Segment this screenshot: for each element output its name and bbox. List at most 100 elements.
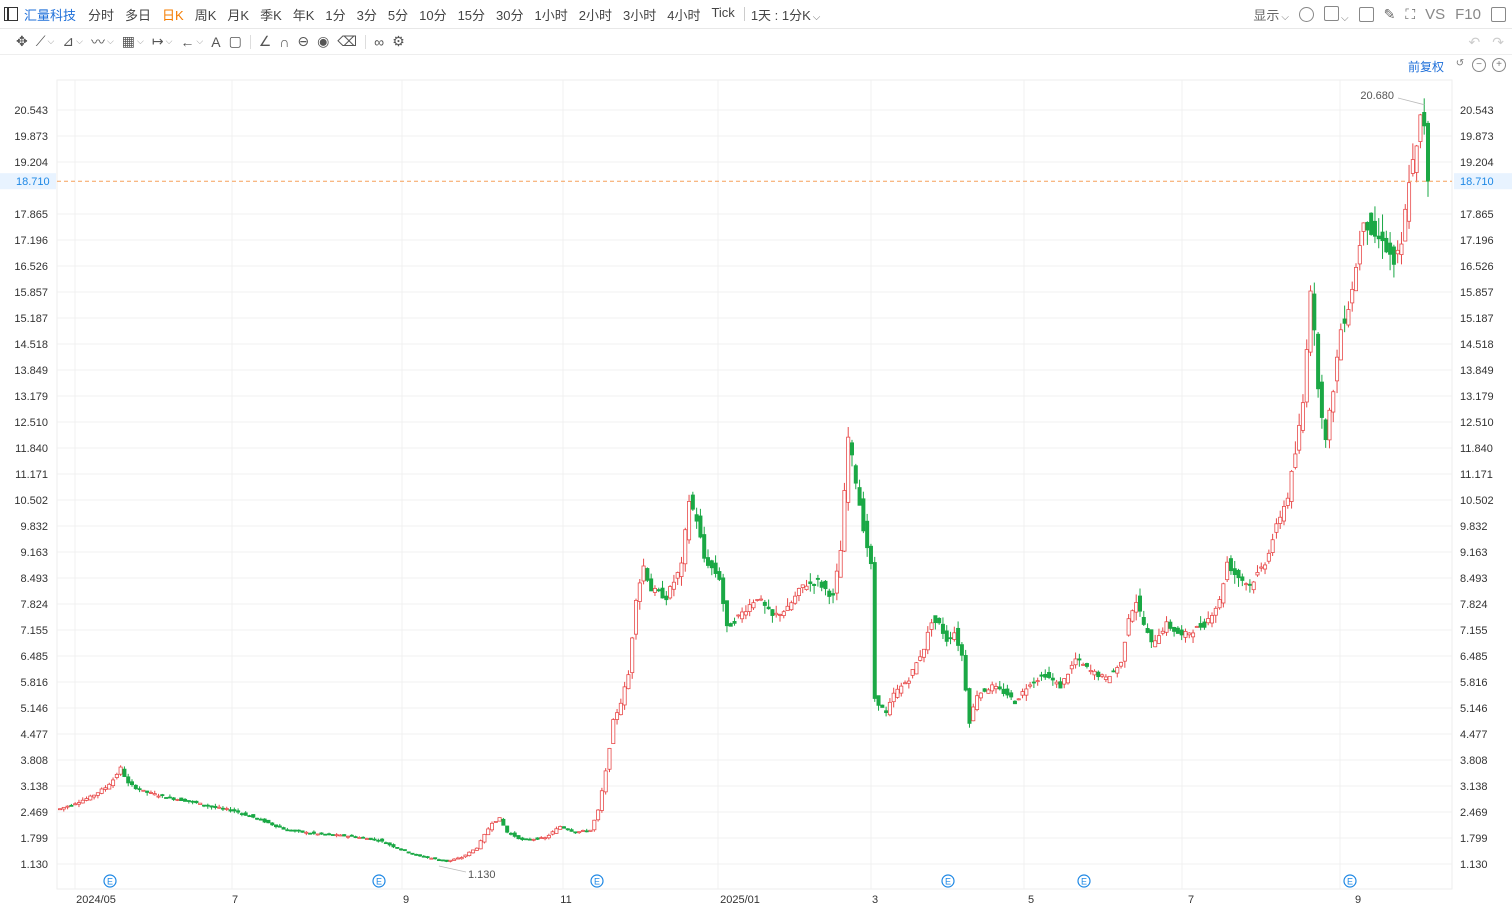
arrow-tool[interactable]: ← ⌵ [180, 34, 203, 50]
candle-body [1278, 516, 1283, 524]
camera-icon[interactable] [1358, 7, 1374, 22]
display-menu[interactable]: 显示 ⌵ [1253, 5, 1289, 24]
undo-icon[interactable]: ↶ [1468, 33, 1481, 50]
period-tab[interactable]: 10分 [419, 7, 447, 23]
candle-body [1342, 318, 1347, 324]
wave-tool[interactable]: 〰 ⌵ [91, 32, 114, 52]
candle-body [853, 465, 858, 484]
chart-tool[interactable]: ▦ ⌵ [122, 33, 144, 50]
candle-body [1372, 220, 1377, 237]
candle-body [925, 631, 930, 651]
ray-tool[interactable]: ⊿ ⌵ [62, 33, 83, 50]
period-tab[interactable]: 1小时 [534, 7, 568, 23]
candle-body [292, 829, 297, 832]
vs-button[interactable]: VS [1425, 6, 1446, 23]
candle-body [906, 680, 911, 684]
period-tab[interactable]: 年K [292, 7, 315, 23]
candle-body [721, 577, 726, 604]
event-marker [1077, 874, 1091, 888]
candle-body [1092, 670, 1097, 676]
pencil-icon[interactable]: ✎ [1383, 6, 1396, 22]
move-tool-icon[interactable]: ✥ [16, 33, 28, 49]
price-tick-label-left: 9.163 [20, 547, 48, 559]
period-tab[interactable]: 周K [194, 7, 217, 23]
adjust-button[interactable]: 前复权 [1407, 60, 1444, 74]
period-tab[interactable]: 2小时 [578, 7, 612, 23]
event-marker [941, 874, 955, 888]
candle-body [1422, 112, 1427, 127]
magnet-icon[interactable]: ∩ [279, 33, 290, 50]
period-tab[interactable]: 4小时 [667, 7, 701, 23]
lock-icon[interactable]: ⊖ [297, 33, 310, 49]
candle-body [133, 784, 138, 790]
candle-body [448, 859, 453, 862]
chevron-down-icon: ⌵ [106, 36, 114, 46]
period-tab[interactable]: 季K [260, 7, 282, 23]
period-tab[interactable]: 30分 [496, 7, 524, 23]
compare-icon[interactable]: ∞ [374, 33, 385, 50]
candle-body [1312, 293, 1317, 331]
price-tick-label-right: 10.502 [1460, 495, 1494, 507]
candle-body [1058, 681, 1063, 689]
zoom-out-icon[interactable]: − [1472, 58, 1486, 72]
line-tool[interactable]: ⟋ ⌵ [36, 33, 55, 50]
candle-body [1130, 610, 1135, 622]
settings-icon[interactable] [1298, 7, 1314, 22]
resolution-selector[interactable]: 1天 : 1分K ⌵ [751, 5, 821, 24]
time-tick-label: 2025/01 [720, 894, 760, 906]
period-tab[interactable]: Tick [711, 4, 735, 20]
period-tab[interactable]: 日K [162, 7, 184, 23]
candle-body [1107, 675, 1112, 684]
candle-body [903, 682, 908, 685]
candle-body [425, 856, 430, 859]
redo-icon[interactable]: ↷ [1492, 33, 1504, 50]
price-tick-label-right: 17.196 [1460, 235, 1494, 247]
comment-icon[interactable]: ▢ [228, 33, 242, 49]
period-tab[interactable]: 3小时 [622, 7, 657, 23]
angle-icon[interactable]: ∠ [258, 33, 272, 49]
period-tab[interactable]: 分时 [88, 7, 115, 23]
sidebar-toggle-icon[interactable] [4, 7, 18, 21]
price-tick-label-right: 9.832 [1460, 521, 1488, 533]
panel-right-icon[interactable] [1491, 7, 1506, 22]
candle-body [1293, 453, 1298, 468]
period-tab[interactable]: 1分 [325, 7, 346, 23]
candle-body [137, 788, 142, 791]
stock-name[interactable]: 汇量科技 [24, 7, 77, 23]
period-tab[interactable]: 15分 [457, 7, 486, 23]
candle-body [73, 803, 78, 806]
candle-body [330, 834, 335, 836]
trash-icon[interactable]: ⌫ [337, 33, 358, 49]
f10-button[interactable]: F10 [1455, 6, 1481, 23]
candle-body [565, 828, 570, 831]
price-tick-label-left: 7.824 [20, 599, 48, 611]
chevron-down-icon: ⌵ [47, 36, 55, 46]
candle-body [1240, 576, 1245, 581]
period-tab[interactable]: 多日 [125, 7, 152, 23]
period-tab[interactable]: 月K [227, 7, 250, 23]
period-tab[interactable]: 5分 [387, 7, 409, 23]
fullscreen-icon[interactable]: ⛶ [1405, 6, 1416, 22]
price-tick-label-left: 3.138 [20, 781, 48, 793]
layout-menu[interactable]: ⌵ [1323, 5, 1349, 24]
candle-body [649, 578, 654, 592]
candle-body [747, 604, 752, 612]
candle-body [1001, 688, 1006, 694]
zoom-in-icon[interactable]: + [1492, 58, 1506, 72]
text-icon[interactable]: A [211, 33, 221, 50]
candle-body [1361, 222, 1366, 232]
candle-body [114, 773, 119, 778]
price-tick-label-left: 4.477 [20, 729, 48, 741]
candle-body [436, 859, 441, 862]
price-tick-label-right: 11.840 [1460, 443, 1493, 455]
period-tab[interactable]: 3分 [356, 7, 377, 23]
eye-icon[interactable]: ◉ [317, 33, 330, 49]
price-tick-label-right: 7.824 [1460, 599, 1488, 611]
measure-tool[interactable]: ↦ ⌵ [152, 33, 173, 50]
reset-icon[interactable]: ↺ [1455, 58, 1465, 69]
candle-body [251, 814, 256, 818]
gear-icon[interactable]: ⚙ [392, 33, 405, 49]
candle-body [391, 844, 396, 848]
candle-body [1172, 626, 1177, 632]
